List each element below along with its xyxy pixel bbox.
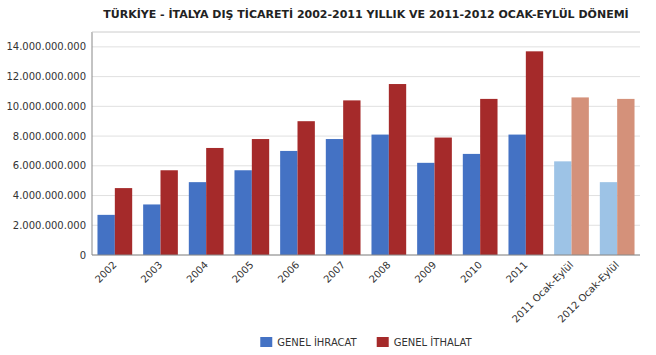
legend-item: GENEL İHRACAT (260, 336, 357, 348)
x-tick-label: 2003 (139, 259, 165, 285)
bar (508, 135, 525, 255)
bar (280, 151, 297, 255)
legend-swatch (377, 337, 389, 347)
bar (526, 51, 543, 255)
legend-item: GENEL İTHALAT (377, 336, 473, 348)
bar (206, 148, 223, 255)
grid-line (92, 76, 640, 77)
grid-line (92, 106, 640, 107)
bar (554, 161, 571, 255)
x-tick-label: 2006 (276, 259, 302, 285)
y-tick-label: 6.000.000.000 (13, 160, 86, 171)
x-tick-label: 2007 (321, 259, 347, 285)
bar (298, 121, 315, 255)
bar (97, 215, 114, 255)
y-axis-line (92, 32, 93, 255)
bar (617, 99, 634, 255)
axes (92, 32, 640, 255)
x-tick-label: 2011 (504, 259, 530, 285)
bar (161, 170, 178, 255)
y-tick-label: 10.000.000.000 (6, 101, 86, 112)
grid-line (92, 46, 640, 47)
bar (389, 84, 406, 255)
grid-line (92, 136, 640, 137)
legend-label: GENEL İTHALAT (394, 336, 473, 348)
bar (371, 135, 388, 255)
x-tick-label: 2004 (184, 259, 210, 285)
bar (326, 139, 343, 255)
legend-swatch (260, 337, 272, 347)
title: TÜRKİYE - İTALYA DIŞ TİCARETİ 2002-2011 … (103, 7, 628, 21)
y-tick-label: 14.000.000.000 (6, 41, 86, 52)
grid (92, 47, 640, 255)
y-tick-label: 8.000.000.000 (13, 131, 86, 142)
bar (417, 163, 434, 255)
bar (435, 138, 452, 255)
x-tick-label: 2010 (458, 259, 484, 285)
y-tick-label: 2.000.000.000 (13, 220, 86, 231)
grid-line (92, 255, 640, 256)
bar (463, 154, 480, 255)
bar (480, 99, 497, 255)
bar (343, 100, 360, 255)
y-tick-label: 0 (80, 250, 86, 261)
chart: TÜRKİYE - İTALYA DIŞ TİCARETİ 2002-2011 … (0, 0, 656, 355)
x-axis-line (92, 255, 640, 256)
y-tick-label: 12.000.000.000 (6, 71, 86, 82)
bar (572, 97, 589, 255)
legend-label: GENEL İHRACAT (277, 336, 357, 348)
bar (252, 139, 269, 255)
y-tick-label: 4.000.000.000 (13, 190, 86, 201)
bar (189, 182, 206, 255)
x-tick-label: 2008 (367, 259, 393, 285)
bars (97, 51, 634, 255)
x-tick-label: 2012 Ocak-Eylül (556, 259, 622, 325)
plot-top-edge (92, 32, 640, 33)
x-tick-label: 2002 (93, 259, 119, 285)
legend: GENEL İHRACAT GENEL İTHALAT (260, 336, 472, 348)
bar (600, 182, 617, 255)
bar (115, 188, 132, 255)
x-tick-label: 2005 (230, 259, 256, 285)
bar (143, 204, 160, 255)
x-tick-label: 2009 (413, 259, 439, 285)
bar (234, 170, 251, 255)
